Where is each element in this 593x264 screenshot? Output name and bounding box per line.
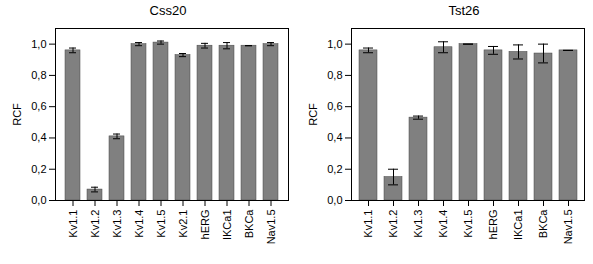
svg-text:BKCa: BKCa xyxy=(537,209,549,239)
svg-text:0,0: 0,0 xyxy=(327,194,342,206)
svg-text:hERG: hERG xyxy=(199,210,211,240)
svg-text:Kv1.2: Kv1.2 xyxy=(89,210,101,238)
svg-text:0,2: 0,2 xyxy=(327,163,342,175)
svg-text:Kv1.3: Kv1.3 xyxy=(412,210,424,238)
svg-text:Nav1.5: Nav1.5 xyxy=(562,210,574,245)
svg-text:Nav1.5: Nav1.5 xyxy=(265,210,277,245)
html-text:Tst26: Tst26 xyxy=(448,3,480,18)
svg-text:BKCa: BKCa xyxy=(243,209,255,239)
svg-text:hERG: hERG xyxy=(487,210,499,240)
svg-text:0,4: 0,4 xyxy=(327,131,342,143)
svg-text:0,8: 0,8 xyxy=(31,69,46,81)
svg-text:Kv1.1: Kv1.1 xyxy=(362,210,374,238)
svg-text:1,0: 1,0 xyxy=(31,38,46,50)
svg-text:Kv1.4: Kv1.4 xyxy=(437,210,449,238)
svg-text:0,0: 0,0 xyxy=(31,194,46,206)
html-text:Css20: Css20 xyxy=(149,3,187,18)
svg-text:0,4: 0,4 xyxy=(31,131,46,143)
svg-text:0,6: 0,6 xyxy=(31,100,46,112)
svg-text:0,8: 0,8 xyxy=(327,69,342,81)
svg-text:Kv1.5: Kv1.5 xyxy=(155,210,167,238)
svg-text:IKCa1: IKCa1 xyxy=(512,210,524,241)
svg-text:0,2: 0,2 xyxy=(31,163,46,175)
svg-text:RCF: RCF xyxy=(11,103,23,126)
svg-text:Kv1.2: Kv1.2 xyxy=(387,210,399,238)
svg-text:RCF: RCF xyxy=(307,103,319,126)
svg-text:Kv1.5: Kv1.5 xyxy=(462,210,474,238)
svg-text:1,0: 1,0 xyxy=(327,38,342,50)
svg-text:IKCa1: IKCa1 xyxy=(221,210,233,241)
svg-text:Kv1.3: Kv1.3 xyxy=(111,210,123,238)
svg-text:Kv1.1: Kv1.1 xyxy=(67,210,79,238)
svg-text:Kv2.1: Kv2.1 xyxy=(177,210,189,238)
svg-text:0,6: 0,6 xyxy=(327,100,342,112)
svg-text:Kv1.4: Kv1.4 xyxy=(133,210,145,238)
